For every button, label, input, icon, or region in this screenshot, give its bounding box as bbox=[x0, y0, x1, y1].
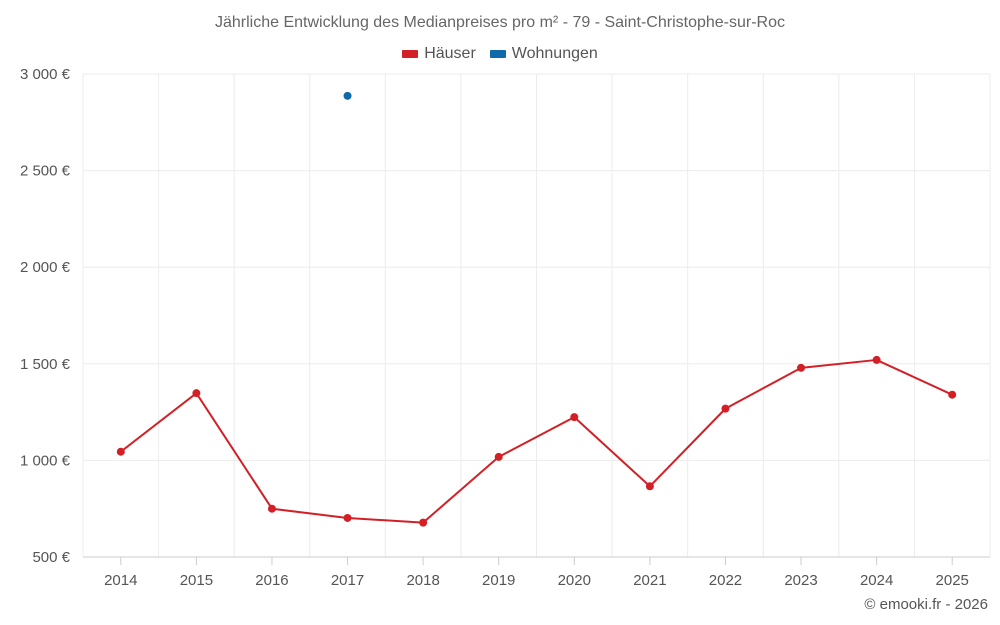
data-point-wohnungen bbox=[343, 91, 352, 100]
y-tick-label: 2 000 € bbox=[20, 259, 71, 276]
series-line-haeuser bbox=[120, 358, 953, 524]
legend-label-haeuser: Häuser bbox=[424, 45, 476, 62]
data-point-haeuser bbox=[721, 404, 730, 413]
x-tick-label: 2024 bbox=[860, 572, 893, 589]
data-point-haeuser bbox=[645, 482, 654, 491]
data-point-haeuser bbox=[116, 447, 125, 456]
legend-swatch-wohnungen bbox=[489, 50, 506, 58]
x-tick-label: 2020 bbox=[558, 572, 591, 589]
data-point-haeuser bbox=[872, 355, 881, 364]
legend-item-haeuser[interactable]: Häuser bbox=[402, 45, 476, 63]
x-tick-label: 2017 bbox=[331, 572, 364, 589]
credit-text: © emooki.fr - 2026 bbox=[864, 596, 988, 613]
x-tick-label: 2014 bbox=[104, 572, 137, 589]
x-tick-label: 2021 bbox=[633, 572, 666, 589]
y-tick-label: 1 500 € bbox=[20, 356, 71, 373]
data-point-haeuser bbox=[948, 390, 957, 399]
legend: Häuser Wohnungen bbox=[0, 45, 1000, 63]
legend-label-wohnungen: Wohnungen bbox=[511, 45, 598, 62]
x-tick-label: 2015 bbox=[180, 572, 213, 589]
y-tick-label: 3 000 € bbox=[20, 66, 71, 83]
y-tick-label: 1 000 € bbox=[20, 452, 71, 469]
x-tick-label: 2019 bbox=[482, 572, 515, 589]
data-point-haeuser bbox=[267, 504, 276, 513]
legend-swatch-haeuser bbox=[402, 50, 419, 58]
data-point-haeuser bbox=[343, 513, 352, 522]
chart-title: Jährliche Entwicklung des Medianpreises … bbox=[214, 14, 785, 31]
x-tick-label: 2025 bbox=[936, 572, 969, 589]
data-point-haeuser bbox=[494, 452, 503, 461]
x-tick-label: 2016 bbox=[255, 572, 288, 589]
x-tick-label: 2023 bbox=[784, 572, 817, 589]
data-point-haeuser bbox=[419, 518, 428, 527]
x-tick-label: 2022 bbox=[709, 572, 742, 589]
legend-item-wohnungen[interactable]: Wohnungen bbox=[489, 45, 598, 63]
data-point-haeuser bbox=[570, 413, 579, 422]
y-tick-label: 500 € bbox=[32, 549, 70, 566]
x-tick-label: 2018 bbox=[406, 572, 439, 589]
y-tick-label: 2 500 € bbox=[20, 163, 71, 180]
data-point-haeuser bbox=[797, 363, 806, 372]
data-point-haeuser bbox=[192, 389, 201, 398]
